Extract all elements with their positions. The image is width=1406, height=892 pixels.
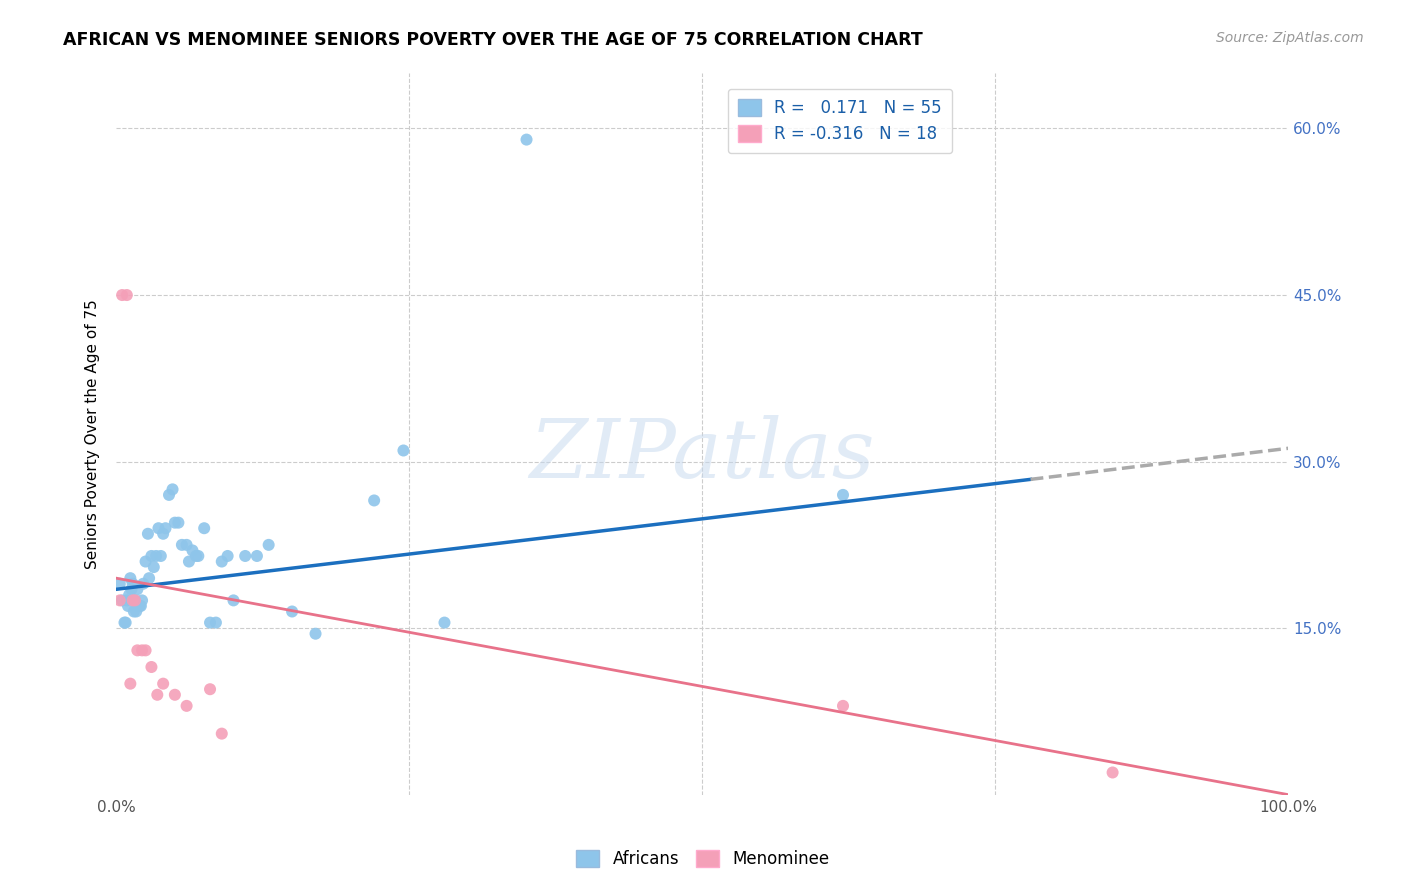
Point [198,615,221,630]
Point [135,555,157,569]
Point [115,288,138,302]
Point [122,605,145,619]
Point [163,688,186,702]
Point [114,615,136,630]
Point [111,593,134,607]
Point [108,576,131,591]
Legend: Africans, Menominee: Africans, Menominee [569,843,837,875]
Point [167,516,190,530]
Point [125,605,148,619]
Point [146,688,169,702]
Point [136,526,159,541]
Point [131,643,153,657]
Point [121,576,143,591]
Point [129,599,152,613]
Point [211,555,233,569]
Legend: R =   0.171   N = 55, R = -0.316   N = 18: R = 0.171 N = 55, R = -0.316 N = 18 [727,88,952,153]
Point [117,599,139,613]
Point [433,615,456,630]
Point [257,538,280,552]
Point [131,593,153,607]
Point [222,593,245,607]
Point [163,516,186,530]
Point [152,526,174,541]
Point [145,549,167,563]
Point [176,538,198,552]
Text: Source: ZipAtlas.com: Source: ZipAtlas.com [1216,31,1364,45]
Point [135,643,157,657]
Y-axis label: Seniors Poverty Over the Age of 75: Seniors Poverty Over the Age of 75 [86,299,100,569]
Point [187,549,209,563]
Point [124,593,146,607]
Point [128,599,150,613]
Point [157,488,180,502]
Point [363,493,385,508]
Point [176,698,198,713]
Point [108,593,131,607]
Point [120,676,142,690]
Point [205,615,228,630]
Point [121,593,143,607]
Point [132,576,155,591]
Point [138,571,160,585]
Point [304,626,326,640]
Point [170,538,193,552]
Text: ZIPatlas: ZIPatlas [530,416,875,495]
Point [118,588,141,602]
Text: AFRICAN VS MENOMINEE SENIORS POVERTY OVER THE AGE OF 75 CORRELATION CHART: AFRICAN VS MENOMINEE SENIORS POVERTY OVE… [63,31,922,49]
Point [124,593,146,607]
Point [148,521,170,535]
Point [198,682,221,697]
Point [128,599,150,613]
Point [1101,765,1123,780]
Point [141,660,163,674]
Point [181,543,204,558]
Point [217,549,239,563]
Point [114,615,136,630]
Point [115,593,138,607]
Point [392,443,415,458]
Point [281,605,304,619]
Point [127,582,149,597]
Point [142,560,165,574]
Point [832,488,855,502]
Point [184,549,207,563]
Point [193,521,215,535]
Point [120,571,142,585]
Point [141,549,163,563]
Point [246,549,269,563]
Point [152,676,174,690]
Point [832,698,855,713]
Point [515,133,537,147]
Point [177,555,200,569]
Point [155,521,177,535]
Point [211,726,233,740]
Point [149,549,172,563]
Point [127,643,149,657]
Point [111,288,134,302]
Point [162,483,184,497]
Point [233,549,256,563]
Point [121,582,143,597]
